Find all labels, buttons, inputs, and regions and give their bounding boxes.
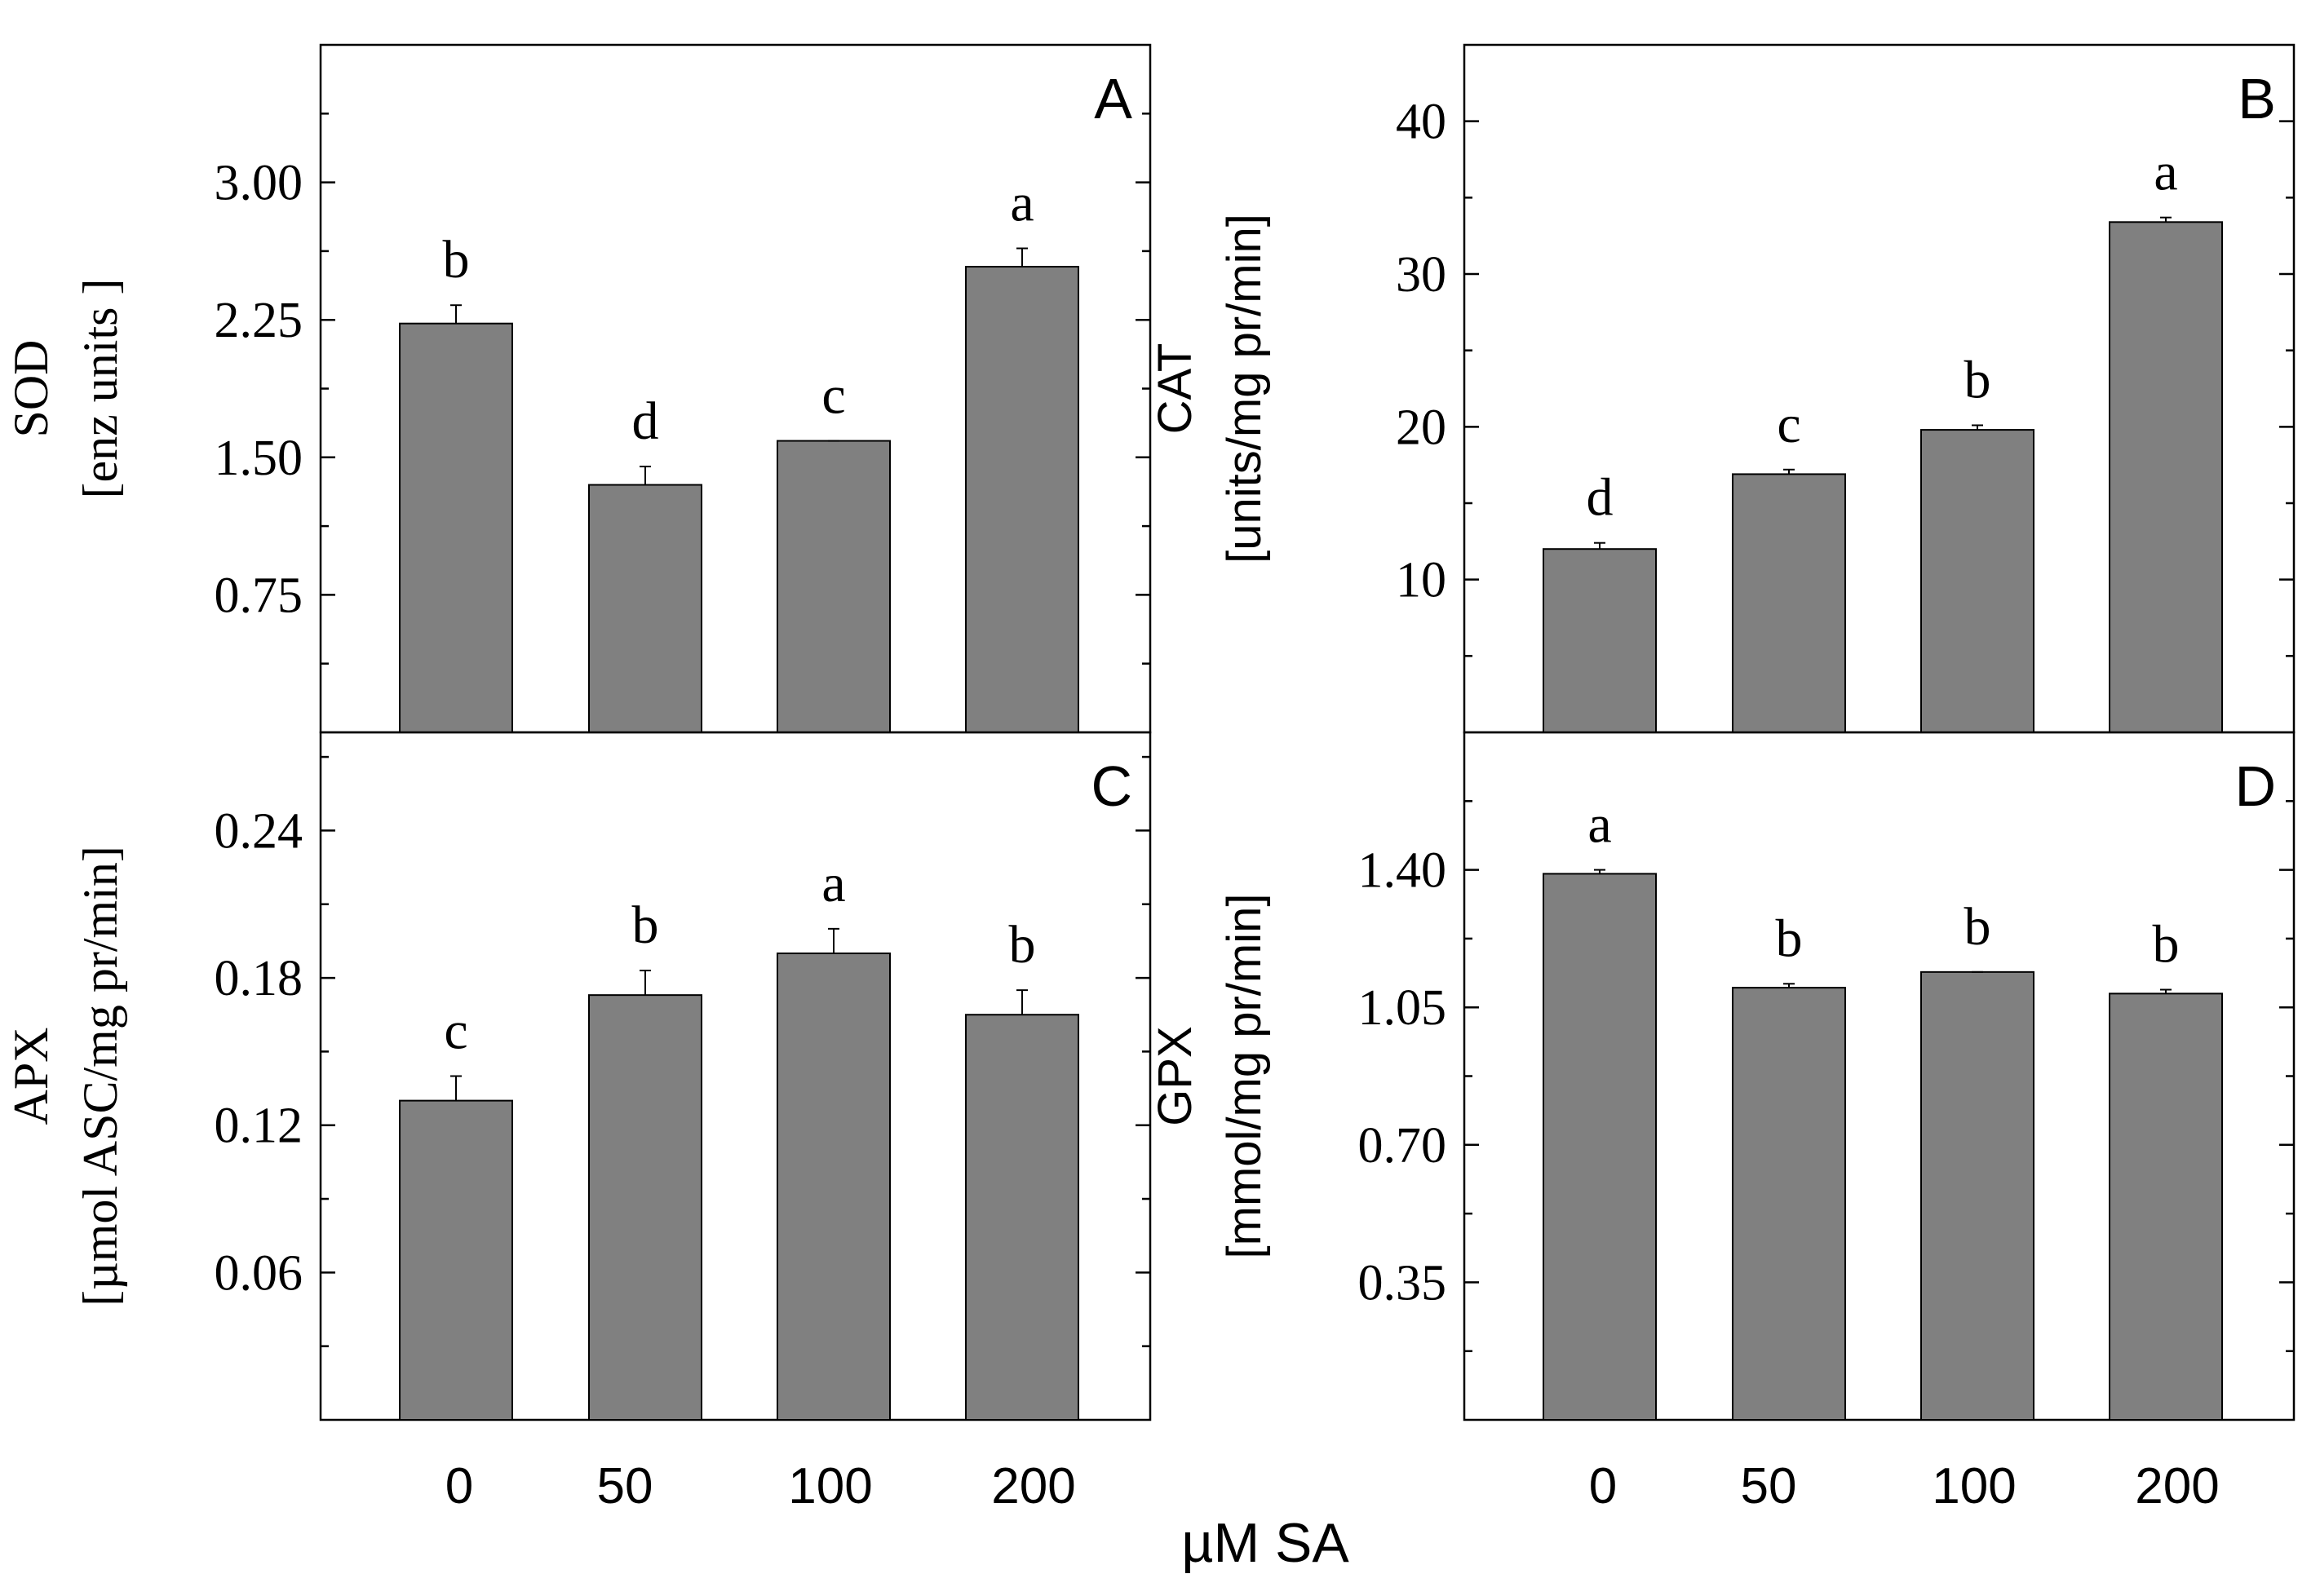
y-tick-label: 10 (1396, 553, 1446, 608)
panel-label: A (1094, 67, 1132, 130)
x-axis-title: µM SA (1181, 1512, 1349, 1574)
bar-0 (1543, 873, 1657, 1421)
y-axis-units: [µmol ASC/mg pr/min] (73, 846, 127, 1306)
y-tick-label: 0.70 (1358, 1118, 1447, 1174)
bar-100 (1920, 970, 2034, 1421)
panel-label: D (2234, 754, 2276, 818)
significance-letter: c (444, 1001, 467, 1061)
x-tick-label: 200 (2135, 1458, 2219, 1514)
y-tick-label: 3.00 (215, 156, 303, 211)
panel-a: 0.75 1.50 2.25 3.00 b d c a A SOD [enz units ] (4, 43, 1152, 734)
y-tick-label: 0.18 (215, 951, 303, 1006)
significance-letter: c (1777, 395, 1800, 454)
x-tick-label: 50 (1741, 1458, 1797, 1514)
bar-0 (399, 1099, 513, 1421)
y-tick-label: 20 (1396, 400, 1446, 455)
significance-letter: b (2153, 915, 2180, 975)
y-axis-units: [enz units ] (73, 279, 127, 499)
y-tick-label: 0.06 (215, 1245, 303, 1301)
bar-100 (777, 952, 891, 1421)
significance-letter: b (632, 895, 659, 955)
significance-letter: a (821, 854, 845, 913)
y-axis-label: APX (4, 1027, 58, 1125)
y-tick-label: 1.50 (215, 431, 303, 486)
x-tick-label: 50 (597, 1458, 653, 1514)
significance-letter: b (1964, 897, 1991, 957)
y-tick-label: 0.12 (215, 1099, 303, 1154)
panel-d: 0.35 0.70 1.05 1.40 a b b b D GPX [mmol/mg pr/min]… (1149, 731, 2296, 1514)
x-tick-label: 100 (1932, 1458, 2016, 1514)
significance-letter: c (821, 366, 845, 426)
bar-50 (1732, 987, 1846, 1421)
bar-200 (2109, 221, 2223, 734)
significance-letter: b (1776, 909, 1803, 968)
y-axis-label: SOD (4, 339, 58, 437)
bar-200 (2109, 993, 2223, 1421)
x-tick-label: 0 (445, 1458, 473, 1514)
significance-letter: b (1964, 350, 1991, 409)
significance-letter: b (443, 230, 470, 290)
significance-letter: a (1010, 174, 1034, 233)
y-axis-units: [mmol/mg pr/min] (1218, 894, 1271, 1259)
y-tick-label: 1.40 (1358, 843, 1447, 899)
bar-0 (1543, 548, 1657, 734)
significance-letter: d (632, 391, 659, 451)
bar-50 (588, 994, 702, 1421)
y-tick-label: 0.35 (1358, 1255, 1447, 1311)
x-tick-label: 200 (991, 1458, 1075, 1514)
plots-layer: 0.75 1.50 2.25 3.00 b d c a A SOD [enz units ] 10 20… (4, 43, 2296, 1514)
bar-50 (588, 484, 702, 734)
significance-letter: a (1587, 795, 1611, 855)
y-axis-units: [units/mg pr/min] (1218, 214, 1271, 564)
significance-letter: b (1009, 915, 1036, 975)
y-axis-label: CAT (1149, 343, 1202, 435)
y-tick-label: 1.05 (1358, 980, 1447, 1036)
y-axis-label: GPX (1149, 1026, 1202, 1126)
bar-200 (965, 1014, 1079, 1421)
panel-b: 10 20 30 40 d c b a B CAT [units/mg pr/min] (1149, 43, 2296, 734)
significance-letter: d (1587, 468, 1614, 528)
y-tick-label: 0.24 (215, 803, 303, 859)
panel-label: B (2238, 67, 2276, 130)
plot-frame (319, 731, 1152, 1421)
bar-0 (399, 322, 513, 733)
panel-label: C (1091, 754, 1132, 818)
bar-200 (965, 266, 1079, 733)
y-tick-label: 40 (1396, 95, 1446, 150)
significance-letter: a (2154, 143, 2177, 202)
y-tick-label: 30 (1396, 247, 1446, 303)
bar-100 (1920, 429, 2034, 734)
bar-50 (1732, 473, 1846, 733)
bar-100 (777, 440, 891, 733)
x-tick-label: 0 (1589, 1458, 1617, 1514)
y-tick-label: 2.25 (215, 293, 303, 348)
y-tick-label: 0.75 (215, 568, 303, 623)
x-tick-label: 100 (788, 1458, 872, 1514)
panel-c: 0.06 0.12 0.18 0.24 c b a b C APX [µmol ASC/mg pr/… (4, 731, 1152, 1514)
